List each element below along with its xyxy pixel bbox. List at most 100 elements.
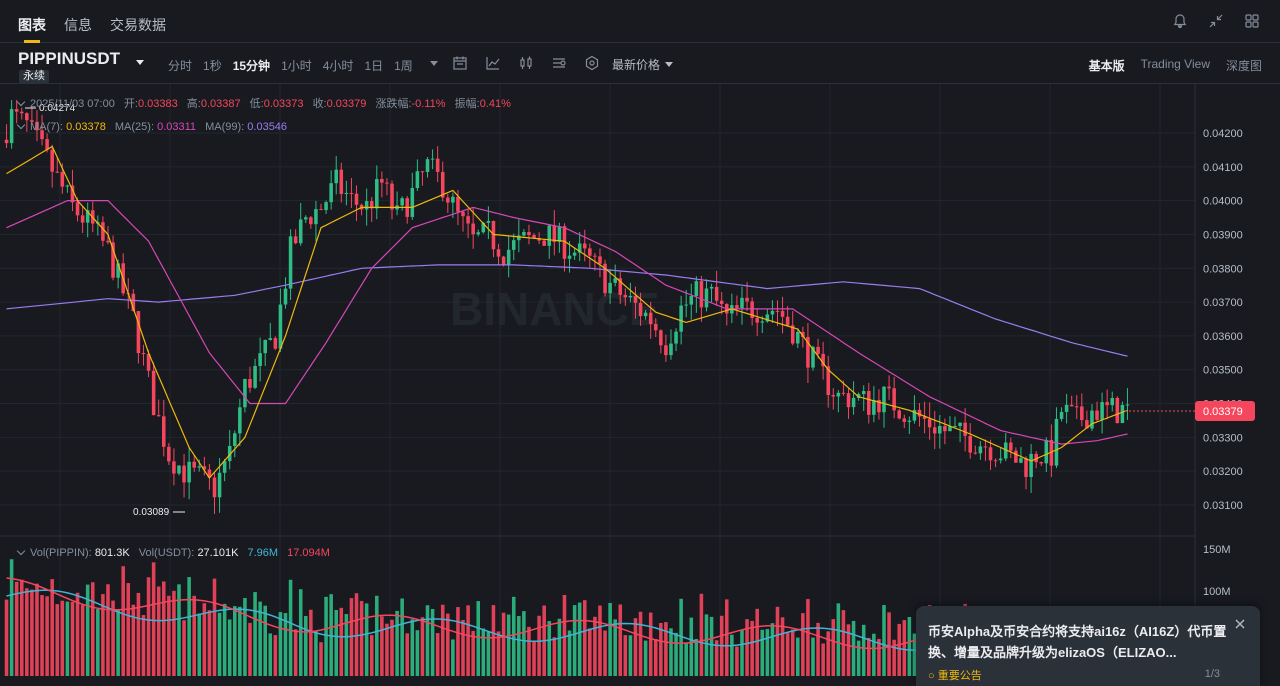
open-value: 0.03383: [137, 98, 178, 110]
candle: [14, 109, 19, 112]
candle: [887, 386, 891, 389]
ma25-value: 0.03311: [157, 121, 197, 133]
candle: [390, 183, 394, 210]
volume-bar: [679, 598, 683, 676]
interval-1s[interactable]: 1秒: [203, 59, 222, 73]
volume-bar: [25, 588, 29, 676]
announcement-popup[interactable]: 币安Alpha及币安合约将支持ai16z（AI16Z）代币置换、增量及品牌升级为…: [916, 606, 1260, 686]
candle: [679, 305, 683, 332]
collapse-icon[interactable]: [1208, 13, 1224, 29]
candle: [435, 158, 440, 172]
ma99-value: 0.03546: [247, 121, 288, 133]
candle: [684, 304, 688, 306]
volume-bar: [740, 629, 744, 676]
candle: [334, 169, 338, 184]
candle: [963, 422, 967, 436]
hexagon-icon[interactable]: [584, 55, 600, 71]
volume-bar: [760, 629, 765, 676]
low-value: 0.03373: [263, 98, 304, 110]
interval-1w[interactable]: 1周: [394, 59, 413, 73]
candle: [927, 418, 932, 428]
tab-chart[interactable]: 图表: [18, 17, 46, 43]
candle: [4, 139, 9, 144]
interval-line[interactable]: 分时: [168, 59, 193, 73]
indicator-icon[interactable]: [485, 55, 501, 71]
price-axis-label: 0.03900: [1203, 229, 1243, 241]
volume-bar: [496, 631, 501, 676]
interval-15m[interactable]: 15分钟: [232, 59, 271, 73]
candle: [1003, 442, 1008, 459]
volume-bar: [4, 599, 9, 676]
chevron-down-icon[interactable]: [16, 546, 26, 556]
candle: [1039, 462, 1044, 464]
volume-bar: [598, 605, 602, 676]
candle: [588, 248, 592, 256]
view-tradingview[interactable]: Trading View: [1140, 57, 1210, 71]
candle: [1044, 439, 1049, 464]
volume-bar: [141, 615, 146, 676]
high-label: 高:: [186, 98, 201, 110]
candle: [400, 198, 404, 206]
volume-bar: [233, 606, 237, 676]
interval-4h[interactable]: 4小时: [322, 59, 354, 73]
close-icon[interactable]: [1234, 618, 1246, 630]
calendar-icon[interactable]: [452, 55, 468, 71]
settings-sliders-icon[interactable]: [551, 55, 567, 71]
candle: [471, 223, 475, 235]
grid-icon[interactable]: [1244, 13, 1260, 29]
volume-bar: [55, 604, 60, 676]
volume-bar: [674, 632, 678, 676]
candle: [496, 249, 501, 257]
volume-bar: [253, 592, 257, 676]
candle: [314, 209, 318, 225]
view-depth[interactable]: 深度图: [1225, 59, 1262, 73]
chevron-down-icon[interactable]: [16, 120, 26, 130]
candle: [446, 197, 450, 203]
candle: [1029, 453, 1033, 478]
candle: [258, 353, 262, 366]
volume-legend: Vol(PIPPIN): 801.3K Vol(USDT): 27.101K 7…: [16, 546, 330, 559]
candle-type-icon[interactable]: [518, 55, 534, 71]
volume-bar: [892, 639, 896, 676]
volume-bar: [410, 619, 415, 676]
candle: [953, 426, 957, 428]
candle: [532, 235, 536, 239]
volume-bar: [796, 637, 800, 676]
volume-bar: [111, 600, 115, 676]
volume-bar: [836, 603, 841, 676]
ma99-label: MA(99):: [205, 121, 245, 133]
volume-bar: [324, 596, 328, 676]
chevron-down-icon[interactable]: [136, 60, 144, 65]
close-value: 0.03379: [326, 98, 367, 110]
volume-bar: [861, 624, 866, 676]
volume-bar: [811, 637, 815, 676]
volume-bar: [613, 619, 617, 676]
interval-1d[interactable]: 1日: [364, 59, 384, 73]
view-basic[interactable]: 基本版: [1088, 59, 1125, 73]
interval-more-icon[interactable]: [429, 61, 438, 66]
candle: [704, 288, 709, 308]
volume-bar: [461, 619, 465, 676]
candle: [430, 158, 435, 160]
bell-icon[interactable]: [1172, 13, 1188, 29]
tab-info[interactable]: 信息: [64, 17, 92, 33]
symbol-selector[interactable]: PIPPINUSDT: [18, 49, 121, 68]
volume-bar: [359, 600, 364, 676]
tab-trading-data[interactable]: 交易数据: [110, 17, 166, 33]
candle: [750, 301, 754, 319]
ma25-label: MA(25):: [114, 121, 155, 133]
candle: [943, 426, 947, 432]
interval-1h[interactable]: 1小时: [281, 59, 312, 73]
volume-bar: [501, 612, 506, 676]
price-axis-label: 0.04200: [1203, 128, 1243, 140]
price-type-selector[interactable]: 最新价格: [612, 56, 674, 73]
volume-bar: [364, 603, 369, 676]
candle: [806, 337, 810, 368]
announcement-link[interactable]: ○ 重要公告: [928, 670, 982, 682]
volume-bar: [466, 605, 470, 676]
volume-bar: [684, 642, 688, 676]
chevron-down-icon[interactable]: [16, 97, 26, 107]
announcement-title[interactable]: 币安Alpha及币安合约将支持ai16z（AI16Z）代币置换、增量及品牌升级为…: [928, 624, 1227, 660]
volume-bar: [856, 640, 861, 676]
candle: [552, 225, 557, 242]
